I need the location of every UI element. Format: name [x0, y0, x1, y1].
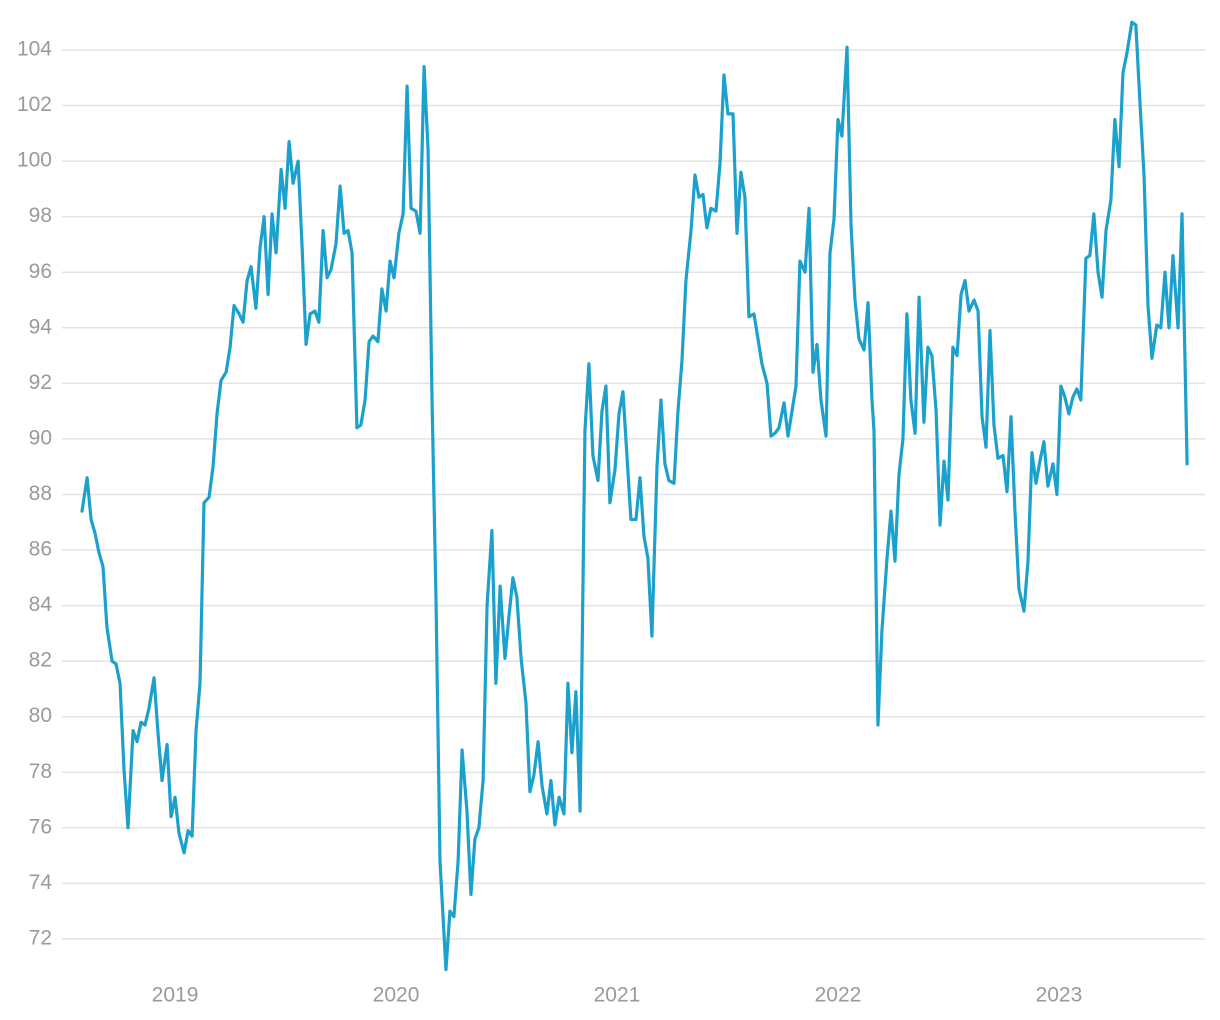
y-tick-label: 82: [29, 649, 52, 672]
x-tick-label: 2020: [373, 984, 420, 1007]
y-tick-label: 100: [17, 149, 52, 172]
y-tick-label: 72: [29, 926, 52, 949]
y-tick-label: 80: [29, 704, 52, 727]
y-tick-label: 74: [29, 871, 53, 894]
x-tick-label: 2023: [1036, 984, 1083, 1007]
y-tick-label: 90: [29, 426, 52, 449]
y-tick-label: 86: [29, 538, 52, 561]
x-tick-label: 2022: [815, 984, 862, 1007]
x-tick-label: 2021: [594, 984, 641, 1007]
y-tick-label: 92: [29, 371, 52, 394]
y-tick-label: 84: [29, 593, 53, 616]
y-tick-label: 76: [29, 815, 52, 838]
line-series: [80, 20, 1189, 972]
x-tick-label: 2019: [152, 984, 199, 1007]
y-tick-label: 96: [29, 260, 52, 283]
y-tick-label: 102: [17, 93, 52, 116]
y-tick-label: 98: [29, 204, 52, 227]
y-tick-label: 104: [17, 38, 52, 61]
y-tick-label: 78: [29, 760, 52, 783]
y-tick-label: 94: [29, 315, 53, 338]
y-tick-label: 88: [29, 482, 52, 505]
